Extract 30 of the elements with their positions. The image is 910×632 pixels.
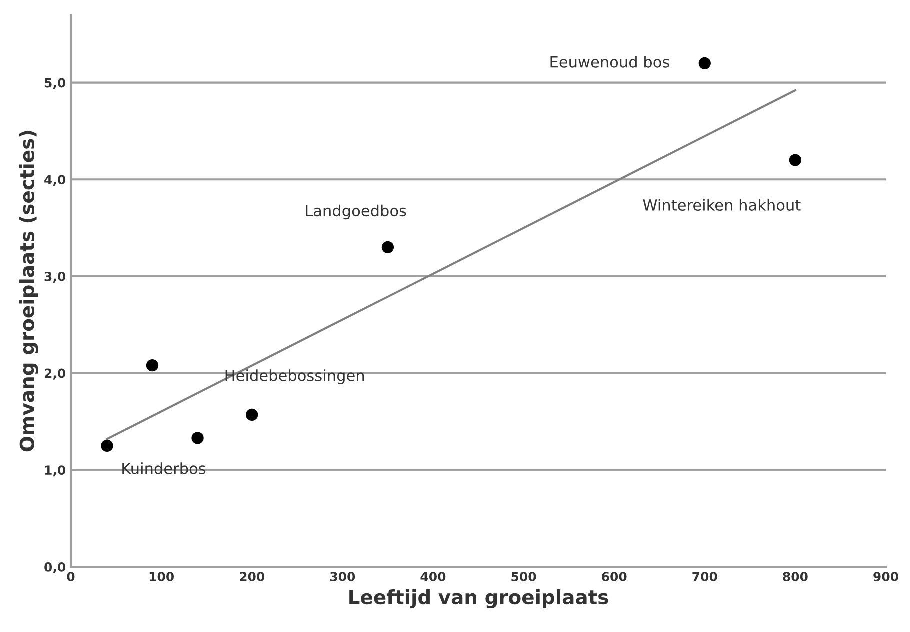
- x-axis-title: Leeftijd van groeiplaats: [350, 590, 608, 608]
- y-tick-label: 4,0: [44, 175, 66, 186]
- x-tick-label: 600: [602, 572, 627, 582]
- point: [146, 359, 159, 372]
- y-tick-label: 5,0: [44, 78, 66, 90]
- x-tick-label: 200: [240, 572, 265, 582]
- annotation: Heidebebossingen: [226, 370, 364, 384]
- x-tick-label: 700: [692, 572, 718, 582]
- y-axis-title: Omvang groeiplaats (secties): [19, 131, 38, 452]
- x-tick-label: 100: [150, 572, 174, 582]
- point: [698, 57, 711, 70]
- point: [101, 440, 114, 452]
- annotation: Kuinderbos: [122, 462, 206, 474]
- y-tick-label: 0,0: [44, 562, 66, 574]
- point: [789, 154, 802, 166]
- x-tick-label: 300: [330, 572, 356, 582]
- x-tick-label: 0: [67, 572, 75, 582]
- y-tick-label: 2,0: [44, 368, 66, 380]
- x-tick-label: 800: [783, 572, 808, 582]
- annotation: Wintereiken hakhout: [643, 199, 801, 211]
- annotation: Eeuwenoud bos: [550, 56, 670, 68]
- x-tick-label: 900: [874, 572, 898, 582]
- point: [382, 241, 394, 254]
- y-tick-label: 3,0: [44, 272, 66, 283]
- point: [246, 408, 258, 422]
- annotation: Landgoedbos: [306, 204, 406, 220]
- x-tick-label: 400: [420, 572, 446, 582]
- y-tick-label: 1,0: [45, 466, 66, 477]
- point: [192, 432, 204, 444]
- x-tick-label: 500: [512, 572, 536, 582]
